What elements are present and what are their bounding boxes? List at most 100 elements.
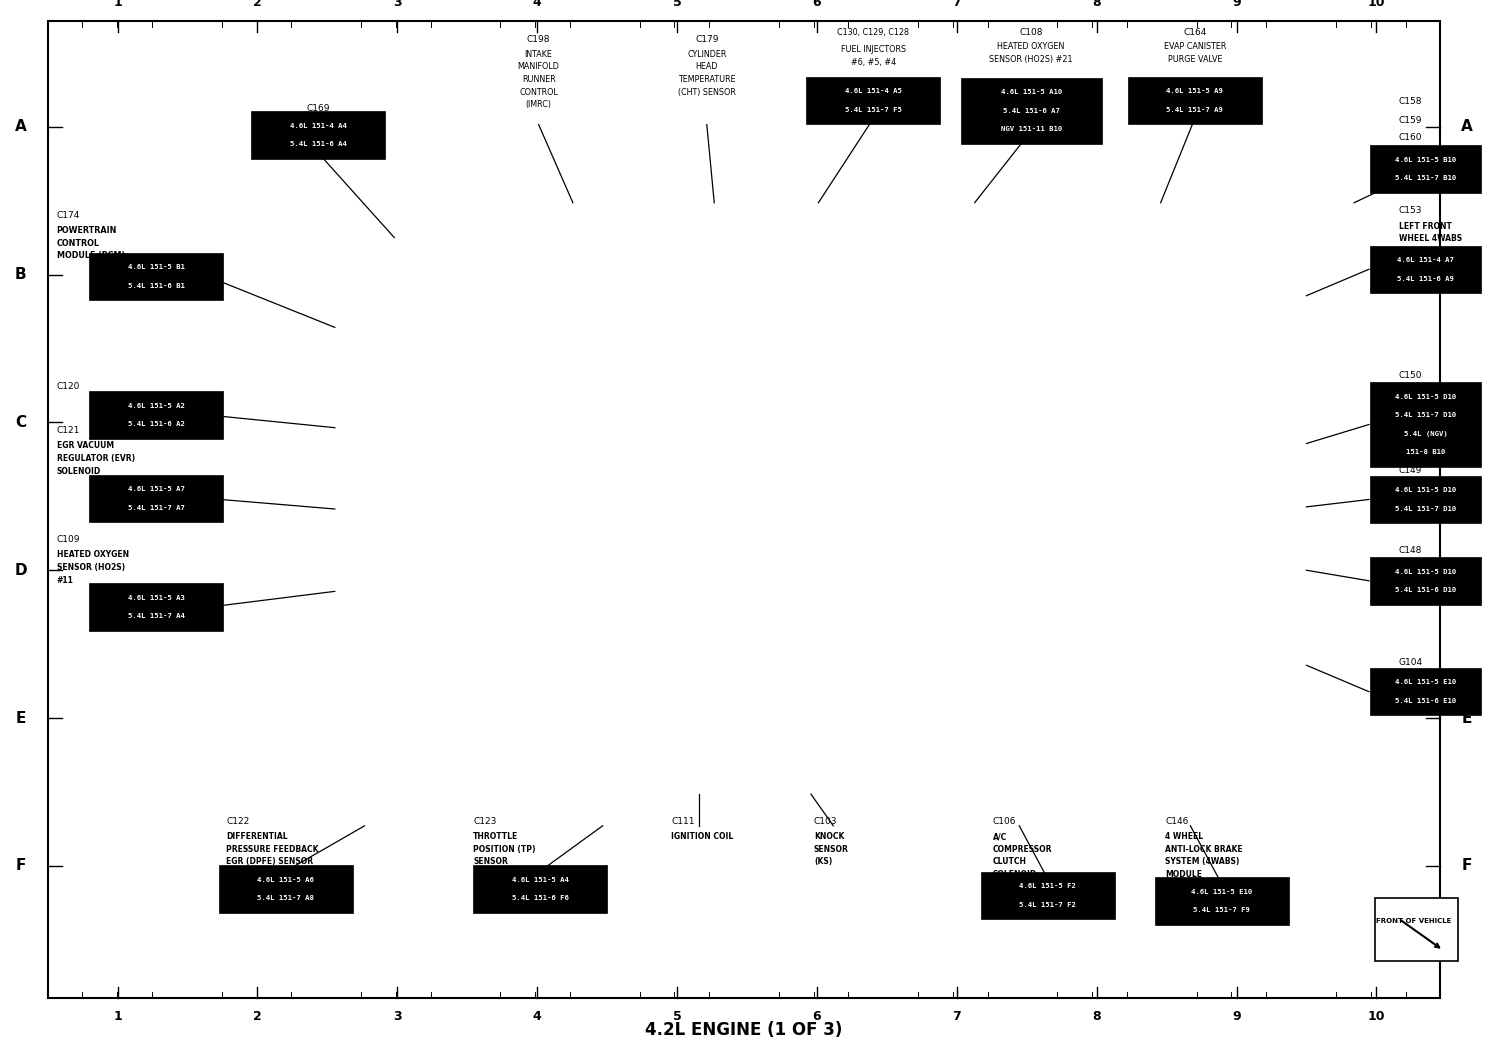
Text: E: E	[1463, 711, 1472, 725]
Text: C111: C111	[671, 816, 695, 826]
Text: PRESSURE FEEDBACK: PRESSURE FEEDBACK	[226, 845, 318, 854]
Text: C: C	[1461, 415, 1473, 430]
Text: 4 WHEEL: 4 WHEEL	[1165, 832, 1204, 842]
Text: 4.6L 151-4 A5: 4.6L 151-4 A5	[845, 88, 902, 94]
Text: 5.4L 151-7 F2: 5.4L 151-7 F2	[1019, 902, 1076, 908]
Text: CONTROL: CONTROL	[57, 239, 100, 248]
Text: A/C: A/C	[992, 832, 1007, 842]
Text: THROTTLE: THROTTLE	[473, 832, 518, 842]
Text: 4.6L 151-5 A2: 4.6L 151-5 A2	[128, 402, 185, 409]
Text: 4: 4	[533, 1011, 542, 1023]
Text: TEMPERATURE: TEMPERATURE	[679, 75, 735, 84]
Text: #11: #11	[57, 576, 73, 585]
Text: SYSTEM (4WABS): SYSTEM (4WABS)	[1165, 857, 1240, 867]
Text: 5.4L 151-6 A2: 5.4L 151-6 A2	[128, 421, 185, 428]
Bar	[1375, 898, 1458, 961]
Bar	[1370, 668, 1481, 716]
Text: MODULE (PCM): MODULE (PCM)	[57, 251, 125, 261]
Text: REGULATOR (EVR): REGULATOR (EVR)	[57, 454, 135, 464]
Text: D: D	[1461, 563, 1473, 578]
Bar	[89, 474, 223, 522]
Text: RUNNER: RUNNER	[522, 75, 555, 84]
Text: 4: 4	[533, 0, 542, 8]
Bar	[1370, 245, 1481, 293]
Text: EGR (DPFE) SENSOR: EGR (DPFE) SENSOR	[226, 857, 314, 867]
Bar	[1370, 558, 1481, 604]
Text: F: F	[1463, 859, 1472, 873]
Text: 8: 8	[1092, 1011, 1101, 1023]
Text: CLUTCH: CLUTCH	[992, 857, 1027, 867]
Text: C121: C121	[57, 426, 80, 435]
Text: KNOCK: KNOCK	[814, 832, 844, 842]
Text: SOLENOID: SOLENOID	[57, 467, 101, 476]
Text: 4.6L 151-5 A7: 4.6L 151-5 A7	[128, 486, 185, 492]
Text: 4.6L 151-5 A10: 4.6L 151-5 A10	[1000, 90, 1062, 95]
Text: 4.6L 151-4 A4: 4.6L 151-4 A4	[290, 122, 347, 129]
Text: FRONT OF VEHICLE: FRONT OF VEHICLE	[1376, 918, 1451, 924]
Text: 5.4L 151-7 A8: 5.4L 151-7 A8	[257, 895, 314, 902]
Text: 10: 10	[1367, 1011, 1385, 1023]
Text: #6, #5, #4: #6, #5, #4	[851, 58, 896, 68]
Text: F: F	[16, 859, 25, 873]
Text: C174: C174	[57, 210, 80, 220]
Text: 2: 2	[253, 1011, 262, 1023]
Text: 4.6L 151-5 A4: 4.6L 151-5 A4	[512, 876, 568, 883]
Text: 9: 9	[1232, 1011, 1241, 1023]
Text: C123: C123	[473, 816, 497, 826]
Text: WHEEL 4WABS: WHEEL 4WABS	[1399, 234, 1461, 244]
Text: C179: C179	[695, 35, 719, 44]
Text: SOLENOID: SOLENOID	[992, 870, 1037, 880]
Text: FUEL INJECTORS: FUEL INJECTORS	[841, 45, 906, 55]
Text: POWERTRAIN: POWERTRAIN	[57, 226, 118, 235]
Bar	[1370, 382, 1481, 467]
Text: (CHT) SENSOR: (CHT) SENSOR	[679, 88, 735, 97]
Text: COMPRESSOR: COMPRESSOR	[992, 845, 1052, 854]
Text: C160: C160	[1399, 133, 1423, 142]
Text: C103: C103	[814, 816, 838, 826]
Bar	[1128, 76, 1262, 124]
Text: C122: C122	[226, 816, 250, 826]
Text: C164: C164	[1183, 27, 1207, 37]
Text: 5.4L 151-7 F9: 5.4L 151-7 F9	[1193, 907, 1250, 913]
Bar	[981, 872, 1115, 919]
Text: SENSOR (HO2S): SENSOR (HO2S)	[57, 563, 125, 572]
Bar	[1370, 475, 1481, 523]
Text: 5.4L 151-7 A7: 5.4L 151-7 A7	[128, 505, 185, 511]
Text: C146: C146	[1165, 816, 1189, 826]
Text: C150: C150	[1399, 371, 1423, 380]
Text: 5.4L 151-6 D10: 5.4L 151-6 D10	[1394, 587, 1457, 593]
Text: C169: C169	[307, 103, 330, 113]
Text: PURGE VALVE: PURGE VALVE	[1168, 55, 1222, 64]
Text: 4.6L 151-5 E10: 4.6L 151-5 E10	[1190, 888, 1253, 894]
Text: C158: C158	[1399, 97, 1423, 106]
Text: 1: 1	[113, 1011, 122, 1023]
Text: C198: C198	[527, 35, 551, 44]
Text: 4.6L 151-5 A3: 4.6L 151-5 A3	[128, 595, 185, 601]
Text: SENSOR: SENSOR	[1399, 247, 1433, 257]
Bar	[1155, 876, 1289, 925]
Text: HEAD: HEAD	[695, 62, 719, 72]
Text: 5.4L 151-6 B1: 5.4L 151-6 B1	[128, 283, 185, 289]
Text: 4.6L 151-5 D10: 4.6L 151-5 D10	[1394, 568, 1457, 574]
Text: LEFT FRONT: LEFT FRONT	[1399, 222, 1452, 231]
Bar	[219, 865, 353, 912]
Text: 7: 7	[952, 1011, 961, 1023]
Bar	[89, 253, 223, 300]
Text: 5.4L 151-6 A9: 5.4L 151-6 A9	[1397, 276, 1454, 282]
Text: C120: C120	[57, 381, 80, 391]
Text: 5.4L (NGV): 5.4L (NGV)	[1403, 431, 1448, 437]
Text: C109: C109	[57, 534, 80, 544]
Bar	[961, 78, 1101, 144]
Text: 5.4L 151-7 A9: 5.4L 151-7 A9	[1167, 107, 1223, 113]
Text: 4.6L 151-4 A7: 4.6L 151-4 A7	[1397, 257, 1454, 263]
Bar	[806, 76, 940, 124]
Text: MANIFOLD: MANIFOLD	[518, 62, 559, 72]
Text: A: A	[1461, 119, 1473, 134]
Text: SENSOR (HO2S) #21: SENSOR (HO2S) #21	[990, 55, 1073, 64]
Text: C159: C159	[1399, 116, 1423, 125]
Text: DIFFERENTIAL: DIFFERENTIAL	[226, 832, 287, 842]
Text: 5.4L 151-7 A4: 5.4L 151-7 A4	[128, 614, 185, 620]
Text: MODULE: MODULE	[1165, 870, 1202, 880]
Text: 3: 3	[393, 1011, 402, 1023]
Text: C: C	[15, 415, 27, 430]
